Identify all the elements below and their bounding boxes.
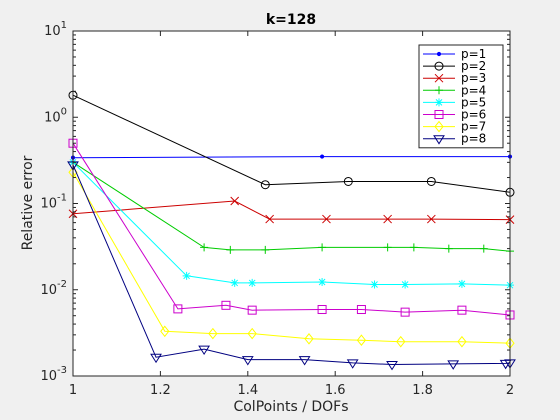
data-point — [386, 360, 398, 371]
legend-marker — [433, 135, 445, 145]
data-point — [447, 360, 460, 370]
y-tick-label: 10-1 — [40, 193, 67, 212]
legend-marker — [434, 110, 444, 119]
legend-label: p=8 — [461, 132, 486, 146]
x-tick-label: 1.8 — [412, 383, 433, 398]
data-point — [479, 244, 488, 253]
series-p=6 — [68, 138, 515, 320]
y-axis-ticks: 10-3 10-2 10-1 100 101 — [40, 20, 510, 384]
data-point — [457, 305, 467, 315]
data-point — [247, 327, 257, 340]
data-point — [265, 214, 275, 224]
data-point — [444, 244, 453, 253]
y-tick-label: 101 — [44, 20, 67, 39]
legend-item-p=3: p=3 — [423, 71, 486, 85]
legend-item-p=8: p=8 — [423, 132, 486, 146]
legend-marker — [434, 61, 444, 71]
x-tick-label: 2 — [506, 383, 514, 398]
legend-marker — [435, 86, 443, 95]
data-point — [426, 176, 436, 186]
data-point — [322, 214, 331, 224]
data-point — [160, 325, 170, 338]
data-point — [383, 243, 392, 252]
x-tick-label: 1.6 — [325, 383, 346, 398]
legend-marker — [436, 51, 442, 57]
legend-item-p=6: p=6 — [423, 108, 486, 122]
data-point — [401, 280, 410, 289]
data-point — [241, 356, 254, 366]
legend-label: p=6 — [461, 108, 486, 122]
data-point — [356, 334, 367, 347]
data-point — [396, 335, 406, 348]
y-tick-label: 10-2 — [40, 279, 67, 298]
data-point — [260, 180, 270, 190]
legend-box — [418, 44, 504, 149]
legend-label: p=3 — [461, 71, 486, 85]
data-point — [370, 280, 379, 289]
data-point — [409, 243, 418, 252]
data-point — [304, 332, 314, 345]
series-line — [72, 172, 511, 344]
data-point — [346, 359, 359, 369]
data-point — [248, 278, 257, 287]
data-point — [198, 345, 211, 356]
legend-item-p=4: p=4 — [423, 83, 486, 97]
y-tick-label: 10-3 — [40, 365, 67, 384]
legend-item-p=1: p=1 — [423, 47, 486, 61]
data-point — [457, 279, 466, 288]
series-line — [72, 142, 511, 316]
legend-label: p=7 — [461, 120, 486, 134]
data-point — [208, 327, 218, 340]
series-layer — [67, 90, 516, 371]
data-point — [230, 278, 239, 287]
legend-item-p=5: p=5 — [423, 95, 486, 109]
data-point — [173, 304, 183, 314]
series-line — [72, 164, 511, 366]
data-point — [318, 243, 327, 252]
legend-label: p=1 — [461, 47, 486, 61]
series-p=5 — [69, 158, 514, 290]
legend-item-p=2: p=2 — [423, 59, 486, 73]
legend-marker — [434, 73, 444, 83]
data-point — [457, 335, 467, 348]
legend-label: p=4 — [461, 83, 486, 97]
y-axis-label: Relative error — [20, 155, 36, 250]
legend-label: p=5 — [461, 95, 486, 109]
data-point — [298, 356, 311, 366]
series-p=3 — [68, 196, 515, 224]
x-axis-ticks: 1 1.2 1.4 1.6 1.8 2 — [69, 31, 514, 398]
data-point — [247, 305, 257, 315]
chart-title: k=128 — [266, 12, 316, 28]
legend-label: p=2 — [461, 59, 486, 73]
legend-marker — [435, 98, 443, 107]
legend-item-p=7: p=7 — [423, 120, 486, 134]
data-point — [221, 300, 231, 310]
data-point — [319, 154, 325, 159]
series-line — [72, 94, 511, 193]
data-point — [182, 271, 191, 280]
data-point — [383, 214, 392, 224]
data-point — [200, 243, 209, 252]
data-point — [343, 176, 353, 186]
legend: p=1p=2p=3p=4p=5p=6p=7p=8 — [418, 44, 504, 149]
data-point — [230, 196, 240, 206]
data-point — [150, 353, 162, 364]
data-point — [261, 245, 270, 254]
data-point — [400, 307, 410, 317]
data-point — [318, 277, 327, 286]
legend-marker — [434, 120, 444, 133]
data-point — [317, 305, 327, 315]
x-axis-label: ColPoints / DOFs — [233, 399, 348, 415]
x-tick-label: 1.4 — [237, 383, 258, 398]
data-point — [426, 214, 436, 224]
data-point — [226, 245, 235, 254]
x-tick-label: 1.2 — [150, 383, 171, 398]
data-point — [356, 305, 366, 315]
x-tick-label: 1 — [69, 383, 77, 398]
series-line — [72, 161, 511, 252]
y-tick-label: 100 — [44, 106, 67, 125]
